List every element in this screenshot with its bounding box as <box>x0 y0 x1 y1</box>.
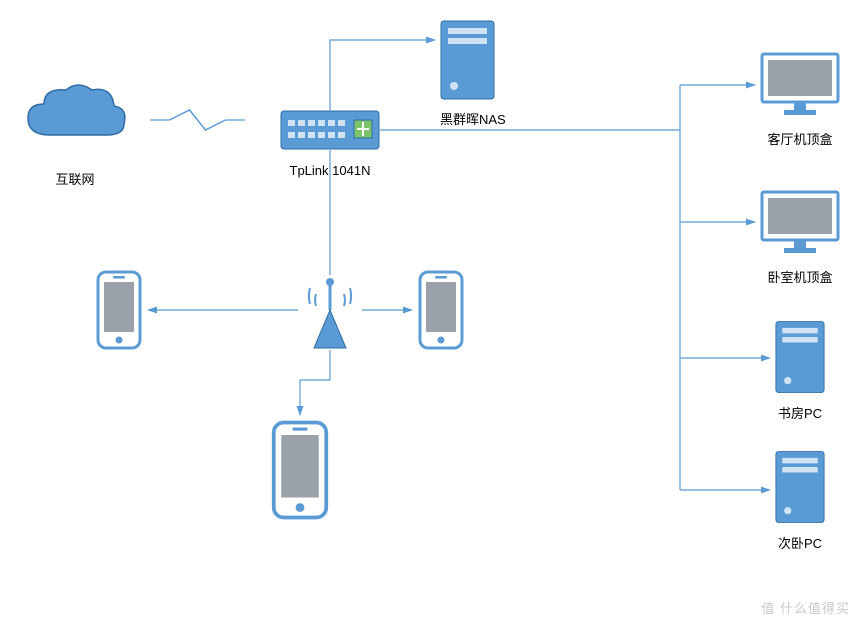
server-icon <box>775 511 825 528</box>
server-icon <box>775 381 825 398</box>
watermark-text: 值 什么值得买 <box>761 598 850 617</box>
node-nas: 黑群晖NAS <box>440 20 495 128</box>
node-tv2: 卧室机顶盒 <box>760 190 840 286</box>
monitor-icon <box>760 103 840 120</box>
node-pc2: 次卧PC <box>775 450 825 552</box>
router-icon <box>280 137 380 154</box>
node-label-tv1: 客厅机顶盒 <box>760 129 840 148</box>
node-pc1: 书房PC <box>775 320 825 422</box>
server-icon <box>440 87 495 104</box>
phone-icon <box>418 337 464 354</box>
phone-icon <box>96 337 142 354</box>
cloud-icon <box>20 137 130 154</box>
ap-icon <box>298 337 362 354</box>
node-ap <box>298 270 362 355</box>
node-label-tv2: 卧室机顶盒 <box>760 267 840 286</box>
node-label-nas: 黑群晖NAS <box>440 109 495 128</box>
node-router: TpLink 1041N <box>280 110 380 178</box>
node-tv1: 客厅机顶盒 <box>760 52 840 148</box>
node-label-pc1: 书房PC <box>775 403 825 422</box>
node-label-cloud: 互联网 <box>20 169 130 188</box>
node-ph_l <box>96 270 142 355</box>
diagram-canvas: 值 什么值得买 互联网 TpLink 1041N 黑群晖NAS 客厅机顶盒卧室机顶盒… <box>0 0 868 625</box>
node-ph_r <box>418 270 464 355</box>
node-label-pc2: 次卧PC <box>775 533 825 552</box>
phone-icon <box>270 507 330 524</box>
node-ph_b <box>270 420 330 525</box>
monitor-icon <box>760 241 840 258</box>
node-label-router: TpLink 1041N <box>280 163 380 178</box>
node-cloud: 互联网 <box>20 80 130 188</box>
